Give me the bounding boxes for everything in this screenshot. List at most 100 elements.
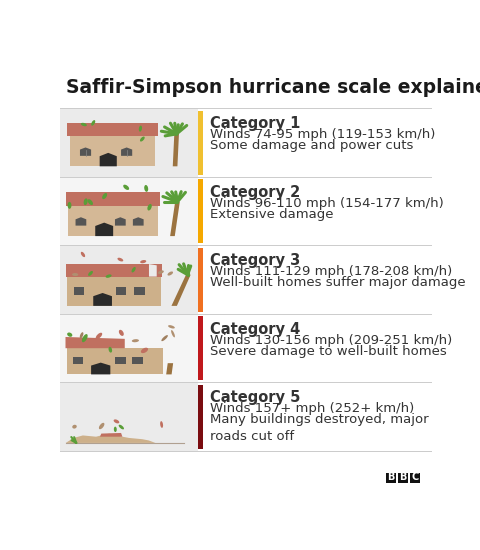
Polygon shape [171, 274, 191, 306]
Polygon shape [173, 134, 179, 166]
Ellipse shape [139, 125, 142, 131]
Text: B: B [399, 472, 407, 482]
Polygon shape [80, 147, 91, 156]
Bar [134, 287, 144, 295]
Ellipse shape [171, 330, 175, 337]
Polygon shape [93, 293, 112, 306]
Polygon shape [67, 123, 157, 136]
Ellipse shape [119, 425, 124, 430]
Bar [198, 314, 432, 382]
Text: Category 2: Category 2 [210, 185, 300, 200]
Text: Category 1: Category 1 [210, 116, 300, 131]
Ellipse shape [82, 334, 88, 342]
Polygon shape [121, 147, 132, 156]
Bar [410, 472, 420, 482]
Bar [60, 177, 198, 245]
Bar [385, 472, 396, 482]
Polygon shape [166, 363, 173, 375]
Bar [116, 287, 126, 295]
Ellipse shape [132, 339, 139, 342]
Polygon shape [133, 217, 144, 225]
Text: Winds 96-110 mph (154-177 km/h): Winds 96-110 mph (154-177 km/h) [210, 197, 444, 210]
Ellipse shape [168, 272, 173, 276]
Ellipse shape [72, 425, 77, 428]
Ellipse shape [158, 271, 164, 274]
Bar [198, 248, 204, 312]
Polygon shape [91, 362, 110, 375]
Ellipse shape [119, 330, 124, 336]
Bar [198, 245, 432, 314]
Polygon shape [149, 264, 157, 277]
Ellipse shape [168, 325, 175, 328]
Polygon shape [100, 153, 117, 166]
Text: Many buildings destroyed, major
roads cut off: Many buildings destroyed, major roads cu… [210, 413, 428, 443]
Text: Category 5: Category 5 [210, 390, 300, 405]
Polygon shape [68, 206, 158, 236]
Ellipse shape [114, 427, 117, 432]
Bar [132, 357, 143, 364]
Ellipse shape [81, 252, 85, 257]
Bar [60, 382, 198, 451]
Polygon shape [100, 433, 122, 437]
Polygon shape [67, 348, 163, 375]
Ellipse shape [141, 348, 148, 353]
Ellipse shape [81, 123, 87, 127]
Ellipse shape [99, 423, 105, 429]
Bar [60, 108, 198, 177]
Ellipse shape [114, 420, 120, 424]
Text: Winds 130-156 mph (209-251 km/h): Winds 130-156 mph (209-251 km/h) [210, 334, 452, 347]
Ellipse shape [88, 271, 93, 276]
Ellipse shape [91, 120, 95, 126]
Ellipse shape [160, 421, 163, 428]
Bar [198, 179, 204, 243]
Bar [198, 382, 432, 451]
Text: Category 3: Category 3 [210, 253, 300, 268]
Ellipse shape [68, 202, 72, 209]
Bar [198, 316, 204, 380]
Ellipse shape [96, 333, 102, 339]
Text: Some damage and power cuts: Some damage and power cuts [210, 139, 413, 152]
Ellipse shape [84, 199, 88, 205]
Polygon shape [70, 136, 156, 166]
Text: Saffir-Simpson hurricane scale explained: Saffir-Simpson hurricane scale explained [66, 78, 480, 97]
Text: Winds 74-95 mph (119-153 km/h): Winds 74-95 mph (119-153 km/h) [210, 128, 435, 141]
Ellipse shape [108, 347, 112, 353]
Text: Severe damage to well-built homes: Severe damage to well-built homes [210, 345, 446, 358]
Polygon shape [115, 217, 126, 225]
Polygon shape [65, 264, 162, 277]
Ellipse shape [106, 274, 112, 278]
Polygon shape [75, 217, 86, 225]
Ellipse shape [80, 332, 84, 338]
Ellipse shape [140, 260, 146, 263]
Ellipse shape [132, 267, 136, 272]
Ellipse shape [123, 185, 129, 190]
Text: Winds 157+ mph (252+ km/h): Winds 157+ mph (252+ km/h) [210, 403, 414, 415]
Text: Extensive damage: Extensive damage [210, 208, 333, 221]
Ellipse shape [67, 333, 72, 337]
Ellipse shape [147, 204, 152, 211]
Text: C: C [412, 472, 419, 482]
Text: B: B [387, 472, 394, 482]
Bar [60, 245, 198, 314]
Ellipse shape [102, 193, 107, 199]
Bar [73, 287, 84, 295]
Bar [198, 385, 204, 449]
Bar [198, 177, 432, 245]
Polygon shape [170, 202, 180, 236]
Bar [398, 472, 408, 482]
Ellipse shape [161, 335, 168, 341]
Text: Well-built homes suffer major damage: Well-built homes suffer major damage [210, 276, 465, 289]
Bar [73, 357, 84, 364]
Ellipse shape [88, 199, 93, 205]
Ellipse shape [72, 273, 78, 276]
Polygon shape [66, 192, 160, 206]
Ellipse shape [118, 258, 123, 261]
Bar [115, 357, 126, 364]
Polygon shape [66, 433, 156, 443]
Text: Category 4: Category 4 [210, 322, 300, 337]
Ellipse shape [140, 136, 144, 141]
Bar [60, 314, 198, 382]
Polygon shape [65, 337, 125, 348]
Bar [198, 108, 432, 177]
Text: Winds 111-129 mph (178-208 km/h): Winds 111-129 mph (178-208 km/h) [210, 266, 452, 278]
